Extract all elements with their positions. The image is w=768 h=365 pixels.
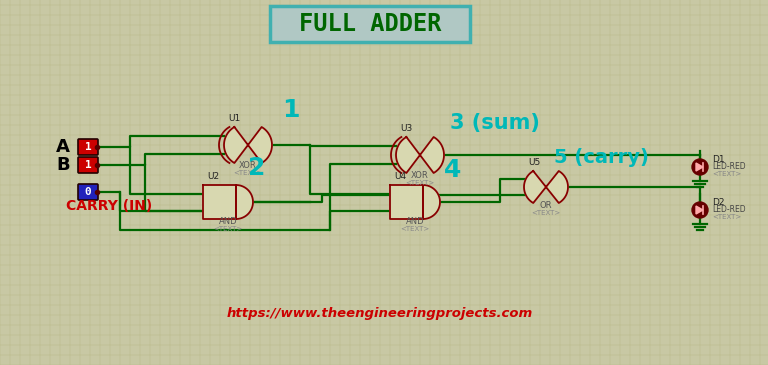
Text: OR: OR <box>540 201 552 210</box>
Text: 0: 0 <box>84 187 91 197</box>
Text: <TEXT>: <TEXT> <box>400 226 429 232</box>
Text: XOR: XOR <box>239 161 257 170</box>
Text: <TEXT>: <TEXT> <box>233 170 263 176</box>
Text: 1: 1 <box>84 160 91 170</box>
Polygon shape <box>696 206 703 214</box>
Polygon shape <box>396 137 444 173</box>
Text: <TEXT>: <TEXT> <box>214 226 243 232</box>
Text: <TEXT>: <TEXT> <box>406 180 435 186</box>
Text: CARRY (IN): CARRY (IN) <box>66 199 152 213</box>
Text: LED-RED: LED-RED <box>712 162 746 171</box>
Text: AND: AND <box>219 217 237 226</box>
Polygon shape <box>224 127 272 163</box>
Circle shape <box>692 202 708 218</box>
Text: LED-RED: LED-RED <box>712 205 746 214</box>
Text: FULL ADDER: FULL ADDER <box>299 12 442 36</box>
Text: A: A <box>56 138 70 156</box>
Text: U4: U4 <box>394 172 406 181</box>
Text: U1: U1 <box>228 114 240 123</box>
Text: https://www.theengineeringprojects.com: https://www.theengineeringprojects.com <box>227 307 533 319</box>
Circle shape <box>692 159 708 175</box>
Text: 1: 1 <box>84 142 91 152</box>
Text: AND: AND <box>406 217 424 226</box>
Text: B: B <box>56 156 70 174</box>
Polygon shape <box>203 185 253 219</box>
Text: U3: U3 <box>400 124 412 133</box>
Text: U2: U2 <box>207 172 219 181</box>
Text: D1: D1 <box>712 155 725 164</box>
FancyBboxPatch shape <box>78 157 98 173</box>
FancyBboxPatch shape <box>78 184 98 200</box>
Text: U5: U5 <box>528 158 540 167</box>
Polygon shape <box>524 171 568 203</box>
Text: 1: 1 <box>282 98 300 122</box>
Text: 3 (sum): 3 (sum) <box>450 113 540 133</box>
FancyBboxPatch shape <box>78 139 98 155</box>
Text: 4: 4 <box>444 158 462 182</box>
FancyBboxPatch shape <box>270 6 470 42</box>
Text: <TEXT>: <TEXT> <box>712 214 741 220</box>
Text: <TEXT>: <TEXT> <box>531 210 561 216</box>
Text: D2: D2 <box>712 198 724 207</box>
Polygon shape <box>390 185 440 219</box>
Text: XOR: XOR <box>411 171 429 180</box>
Text: 5 (carry): 5 (carry) <box>554 148 649 167</box>
Text: 2: 2 <box>248 156 266 180</box>
Polygon shape <box>696 163 703 171</box>
Text: <TEXT>: <TEXT> <box>712 171 741 177</box>
